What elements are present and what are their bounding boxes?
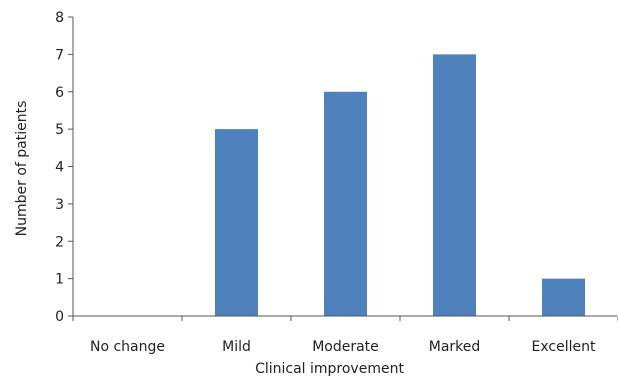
bar-excellent <box>542 278 585 316</box>
x-tick-label: Moderate <box>312 339 379 355</box>
y-axis-ticks: 0 1 2 3 4 5 6 7 8 <box>55 10 73 325</box>
x-axis-title: Clinical improvement <box>255 361 404 377</box>
bar-marked <box>433 54 476 316</box>
x-tick-label: Marked <box>429 339 481 355</box>
y-tick-label: 4 <box>55 160 64 176</box>
bar-mild <box>215 129 258 316</box>
x-tick-label: Excellent <box>532 339 596 355</box>
bars <box>215 54 585 316</box>
bar-moderate <box>324 91 367 316</box>
y-tick-label: 7 <box>55 47 64 63</box>
x-tick-label: No change <box>90 339 165 355</box>
y-tick-label: 6 <box>55 85 64 101</box>
y-tick-label: 3 <box>55 197 64 213</box>
y-tick-label: 5 <box>55 122 64 138</box>
y-axis-title: Number of patients <box>14 101 30 237</box>
x-axis-ticks: No change Mild Moderate Marked Excellent <box>72 316 618 355</box>
x-tick-label: Mild <box>222 339 251 355</box>
y-tick-label: 8 <box>55 10 64 26</box>
y-tick-label: 1 <box>55 272 64 288</box>
y-tick-label: 2 <box>55 234 64 250</box>
y-tick-label: 0 <box>55 309 64 325</box>
